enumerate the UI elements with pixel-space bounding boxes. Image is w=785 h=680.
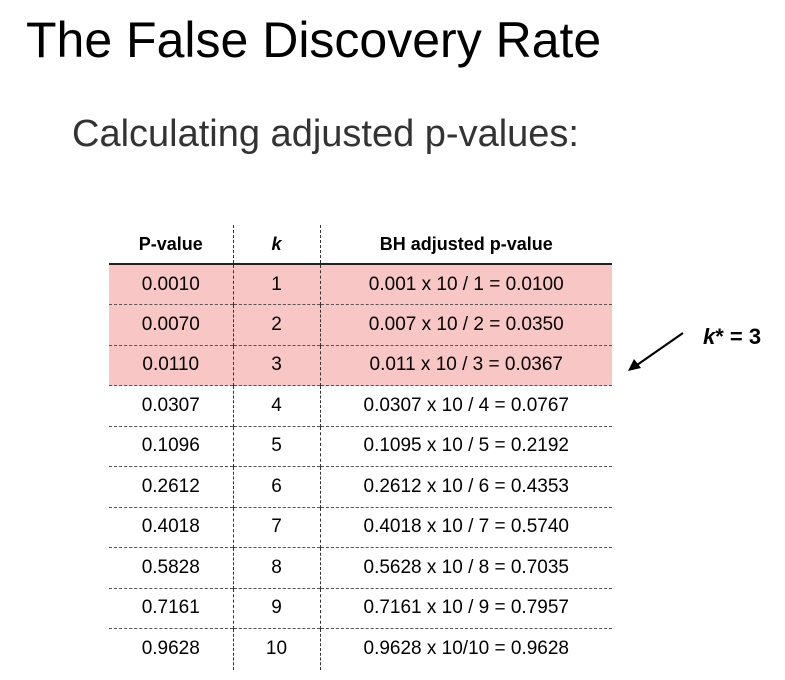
- cell-k: 6: [232, 466, 320, 507]
- cell-p-value: 0.4018: [141, 516, 200, 538]
- cell-bh: 0.011 x 10 / 3 = 0.0367: [319, 345, 612, 386]
- table-row: 0.0110 3 0.011 x 10 / 3 = 0.0367: [109, 345, 612, 386]
- cell-p-value: 0.0070: [109, 304, 233, 345]
- header-bh-adjusted: BH adjusted p-value: [319, 225, 612, 264]
- slide-title: The False Discovery Rate: [26, 12, 602, 68]
- table-row: 0.0070 2 0.007 x 10 / 2 = 0.0350: [109, 304, 612, 345]
- table-header-row: P-value k BH adjusted p-value: [109, 225, 612, 264]
- cell-k: 5: [232, 426, 320, 467]
- header-k: k: [232, 225, 320, 264]
- cell-bh: 0.007 x 10 / 2 = 0.0350: [319, 304, 612, 345]
- cell-bh: 0.7161 x 10 / 9 = 0.7957: [319, 588, 612, 629]
- slide-subtitle: Calculating adjusted p-values:: [72, 113, 579, 155]
- k-star-variable: k: [703, 324, 716, 349]
- cell-k: 3: [232, 345, 320, 386]
- k-star-label: k* = 3: [703, 324, 761, 350]
- cell-bh: 0.2612 x 10 / 6 = 0.4353: [319, 466, 612, 507]
- table-row: 0.5828 8 0.5628 x 10 / 8 = 0.7035: [109, 547, 612, 588]
- k-star-value: * = 3: [715, 324, 762, 349]
- table-row: 0.9628 10 0.9628 x 10/10 = 0.9628: [109, 628, 612, 670]
- cell-p-value: 0.5828: [141, 556, 200, 578]
- header-p-value: P-value: [138, 233, 203, 254]
- cell-k: 7: [232, 507, 320, 548]
- table-row: 0.7161 9 0.7161 x 10 / 9 = 0.7957: [109, 588, 612, 629]
- cell-p-value: 0.7161: [141, 597, 200, 619]
- cell-bh: 0.5628 x 10 / 8 = 0.7035: [319, 547, 612, 588]
- cell-k: 10: [232, 628, 320, 670]
- cell-p-value: 0.2612: [141, 475, 200, 497]
- cell-bh: 0.9628 x 10/10 = 0.9628: [319, 628, 612, 670]
- cell-p-value: 0.9628: [141, 638, 200, 660]
- cell-p-value: 0.0010: [109, 264, 233, 305]
- table-row: 0.1096 5 0.1095 x 10 / 5 = 0.2192: [109, 426, 612, 467]
- arrow-down-left-icon: [628, 332, 684, 371]
- cell-k: 8: [232, 547, 320, 588]
- table-row: 0.4018 7 0.4018 x 10 / 7 = 0.5740: [109, 507, 612, 548]
- cell-p-value: 0.1096: [141, 435, 200, 457]
- cell-bh: 0.0307 x 10 / 4 = 0.0767: [319, 385, 612, 426]
- cell-bh: 0.1095 x 10 / 5 = 0.2192: [319, 426, 612, 467]
- table-row: 0.0307 4 0.0307 x 10 / 4 = 0.0767: [109, 385, 612, 426]
- cell-p-value: 0.0110: [109, 345, 233, 386]
- table-row: 0.2612 6 0.2612 x 10 / 6 = 0.4353: [109, 466, 612, 507]
- cell-bh: 0.4018 x 10 / 7 = 0.5740: [319, 507, 612, 548]
- cell-p-value: 0.0307: [141, 394, 200, 416]
- cell-k: 9: [232, 588, 320, 629]
- cell-bh: 0.001 x 10 / 1 = 0.0100: [319, 264, 612, 305]
- cell-k: 4: [232, 385, 320, 426]
- table-row: 0.0010 1 0.001 x 10 / 1 = 0.0100: [109, 264, 612, 305]
- cell-k: 2: [232, 304, 320, 345]
- cell-k: 1: [232, 264, 320, 305]
- bh-table: P-value k BH adjusted p-value 0.0010 1 0…: [109, 225, 612, 670]
